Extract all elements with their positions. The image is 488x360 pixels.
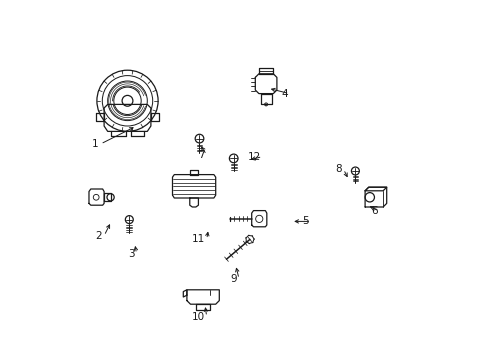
Text: 1: 1	[92, 139, 99, 149]
Text: 8: 8	[334, 164, 341, 174]
Text: 2: 2	[96, 231, 102, 241]
Text: 12: 12	[247, 152, 260, 162]
Text: 7: 7	[198, 150, 204, 160]
Text: 4: 4	[281, 89, 287, 99]
Text: 11: 11	[191, 234, 204, 244]
Text: 5: 5	[302, 216, 309, 226]
Text: 3: 3	[128, 249, 134, 259]
Text: 10: 10	[191, 312, 204, 322]
Text: 9: 9	[230, 274, 237, 284]
Text: 6: 6	[370, 206, 377, 216]
